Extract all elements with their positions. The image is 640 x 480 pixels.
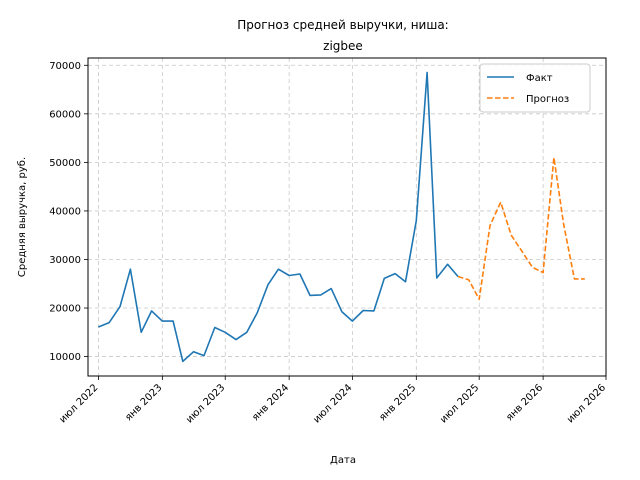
y-axis-label: Средняя выручка, руб. <box>17 157 28 277</box>
series-line-fact <box>98 71 459 363</box>
y-tick-label: 30000 <box>49 255 81 266</box>
y-tick-label: 70000 <box>49 61 81 72</box>
series-line-forecast <box>457 156 585 301</box>
y-axis: 10000 20000 30000 40000 50000 60000 70000 <box>49 61 88 363</box>
series-lines <box>98 71 585 363</box>
y-tick-label: 60000 <box>49 109 81 120</box>
legend-label-forecast: Прогноз <box>526 94 569 105</box>
chart-title-line-2: zigbee <box>323 39 363 53</box>
legend-label-fact: Факт <box>526 73 553 84</box>
x-axis-label: Дата <box>330 455 356 466</box>
y-tick-label: 10000 <box>49 352 81 363</box>
legend: Факт Прогноз <box>479 63 591 113</box>
y-tick-label: 20000 <box>49 304 81 315</box>
y-tick-label: 50000 <box>49 158 81 169</box>
plot-frame <box>87 57 607 377</box>
chart-title-line-1: Прогноз средней выручки, ниша: <box>237 18 448 32</box>
legend-box <box>479 63 591 113</box>
y-tick-label: 40000 <box>49 206 81 217</box>
